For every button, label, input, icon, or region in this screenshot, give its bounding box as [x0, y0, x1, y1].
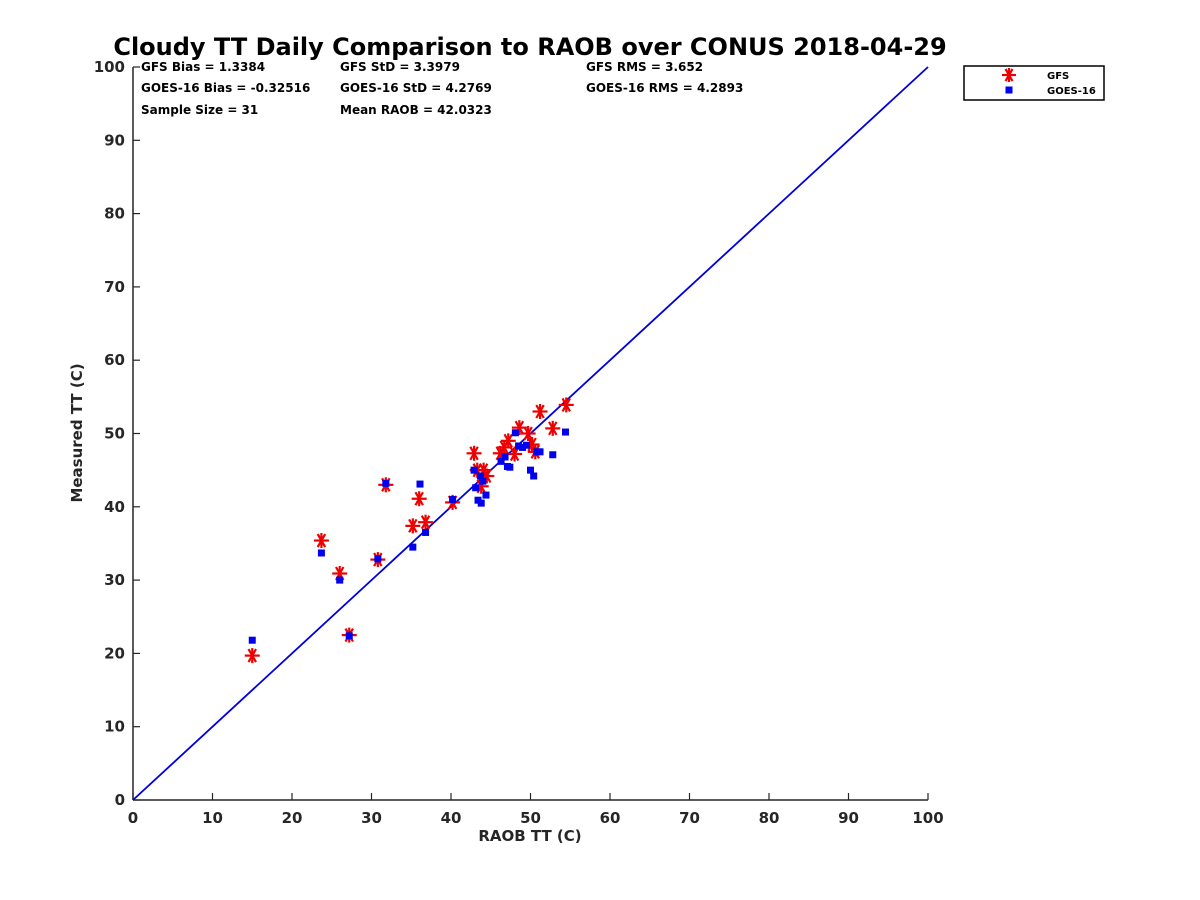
goes16-point — [497, 457, 505, 465]
goes16-point — [476, 472, 484, 480]
stat-text: GOES-16 StD = 4.2769 — [340, 81, 492, 95]
stat-text: GFS RMS = 3.652 — [586, 60, 703, 74]
y-tick-label: 50 — [104, 425, 125, 443]
goes16-point — [374, 555, 382, 563]
y-tick-label: 100 — [94, 58, 125, 76]
x-ticks: 0 10 20 30 40 50 60 70 80 90 100 — [128, 793, 944, 827]
goes16-point — [382, 479, 390, 487]
goes16-point — [317, 549, 325, 557]
y-tick-label: 30 — [104, 571, 125, 589]
x-tick-label: 50 — [520, 809, 541, 827]
goes16-point — [527, 466, 534, 474]
x-tick-label: 40 — [441, 809, 462, 827]
gfs-point — [507, 446, 523, 462]
gfs-point — [532, 404, 548, 420]
legend-gfs-label: GFS — [1047, 71, 1069, 82]
goes16-point — [477, 499, 485, 507]
stat-text: GFS Bias = 1.3384 — [141, 60, 265, 74]
y-axis-label: Measured TT (C) — [68, 363, 86, 502]
goes16-point — [479, 477, 487, 485]
stats-block: GFS Bias = 1.3384 GFS StD = 3.3979 GFS RMS… — [141, 60, 743, 117]
y-tick-label: 10 — [104, 718, 125, 736]
goes16-point — [501, 453, 509, 461]
goes16-point — [409, 543, 417, 551]
y-tick-label: 20 — [104, 644, 125, 662]
legend-goes16-label: GOES-16 — [1047, 86, 1096, 97]
y-tick-label: 0 — [115, 791, 125, 809]
gfs-point — [313, 533, 329, 549]
y-ticks: 0 10 20 30 40 50 60 70 80 90 100 — [94, 58, 140, 809]
x-tick-label: 100 — [912, 809, 943, 827]
gfs-point — [418, 514, 434, 530]
goes16-point — [336, 576, 344, 584]
x-tick-label: 90 — [838, 809, 859, 827]
goes16-point — [536, 448, 544, 456]
goes16-point — [422, 528, 430, 536]
y-tick-label: 90 — [104, 131, 125, 149]
stat-text: Sample Size = 31 — [141, 103, 258, 117]
goes16-point — [515, 442, 523, 450]
stat-text: GFS StD = 3.3979 — [340, 60, 460, 74]
goes16-point — [345, 632, 353, 640]
goes16-point — [248, 636, 256, 644]
gfs-point — [411, 491, 427, 507]
gfs-point — [466, 445, 482, 461]
y-tick-label: 70 — [104, 278, 125, 296]
goes16-point — [449, 495, 457, 503]
y-tick-label: 40 — [104, 498, 125, 516]
goes16-point — [506, 463, 514, 471]
legend-box — [963, 65, 1105, 101]
chart-title: Cloudy TT Daily Comparison to RAOB over … — [113, 33, 946, 61]
gfs-point — [558, 397, 574, 413]
x-tick-label: 80 — [759, 809, 780, 827]
goes16-point — [511, 429, 519, 437]
goes16-point — [523, 441, 531, 449]
y-tick-label: 60 — [104, 351, 125, 369]
goes16-point — [470, 466, 478, 474]
goes16-point — [482, 491, 490, 499]
x-tick-label: 30 — [361, 809, 382, 827]
x-tick-label: 0 — [128, 809, 138, 827]
x-axis-label: RAOB TT (C) — [478, 827, 581, 845]
goes16-point — [561, 428, 569, 436]
x-tick-label: 10 — [202, 809, 223, 827]
goes16-point — [530, 472, 538, 480]
goes16-point — [549, 451, 557, 459]
stat-text: GOES-16 Bias = -0.32516 — [141, 81, 310, 95]
x-tick-label: 70 — [679, 809, 700, 827]
legend-goes16-marker — [1005, 86, 1013, 94]
goes16-point — [519, 443, 527, 451]
gfs-point — [244, 648, 260, 664]
x-tick-label: 60 — [600, 809, 621, 827]
gfs-point — [405, 518, 421, 534]
legend: GFS GOES-16 — [963, 65, 1105, 101]
x-tick-label: 20 — [282, 809, 303, 827]
stat-text: GOES-16 RMS = 4.2893 — [586, 81, 743, 95]
goes16-point — [416, 480, 424, 488]
gfs-point — [500, 433, 516, 449]
y-tick-label: 80 — [104, 205, 125, 223]
stat-text: Mean RAOB = 42.0323 — [340, 103, 492, 117]
gfs-point — [545, 420, 561, 436]
series-marks — [244, 397, 574, 664]
legend-gfs-marker — [1002, 68, 1016, 82]
goes16-point — [472, 484, 480, 492]
